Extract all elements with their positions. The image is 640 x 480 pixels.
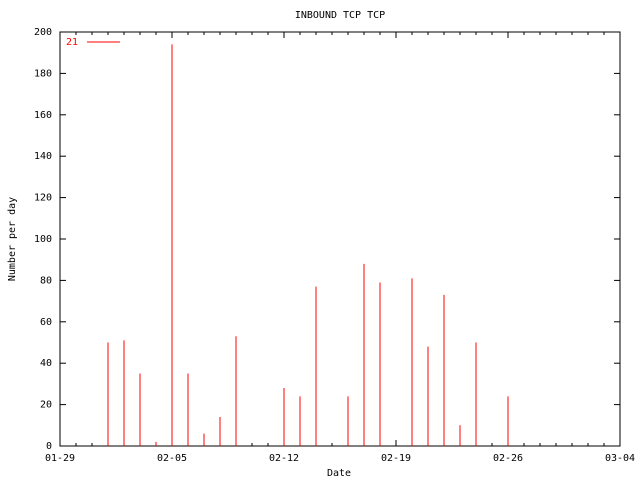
x-tick-label: 01-29 bbox=[45, 453, 75, 464]
y-tick-label: 120 bbox=[34, 193, 52, 204]
x-tick-label: 03-04 bbox=[605, 453, 635, 464]
y-tick-label: 80 bbox=[40, 275, 52, 286]
y-axis-label: Number per day bbox=[7, 197, 18, 281]
y-tick-label: 160 bbox=[34, 110, 52, 121]
x-tick-label: 02-05 bbox=[157, 453, 187, 464]
y-tick-label: 140 bbox=[34, 151, 52, 162]
y-tick-label: 100 bbox=[34, 234, 52, 245]
x-axis-label: Date bbox=[327, 468, 351, 479]
y-tick-label: 180 bbox=[34, 68, 52, 79]
y-tick-label: 0 bbox=[46, 441, 52, 452]
y-tick-label: 40 bbox=[40, 358, 52, 369]
plot-frame bbox=[59, 31, 621, 447]
x-tick-label: 02-12 bbox=[269, 453, 299, 464]
y-tick-label: 200 bbox=[34, 27, 52, 38]
chart-title: INBOUND TCP TCP bbox=[295, 10, 385, 21]
legend-label: 21 bbox=[66, 37, 78, 48]
x-tick-label: 02-19 bbox=[381, 453, 411, 464]
y-tick-label: 20 bbox=[40, 400, 52, 411]
y-tick-label: 60 bbox=[40, 317, 52, 328]
x-tick-label: 02-26 bbox=[493, 453, 523, 464]
